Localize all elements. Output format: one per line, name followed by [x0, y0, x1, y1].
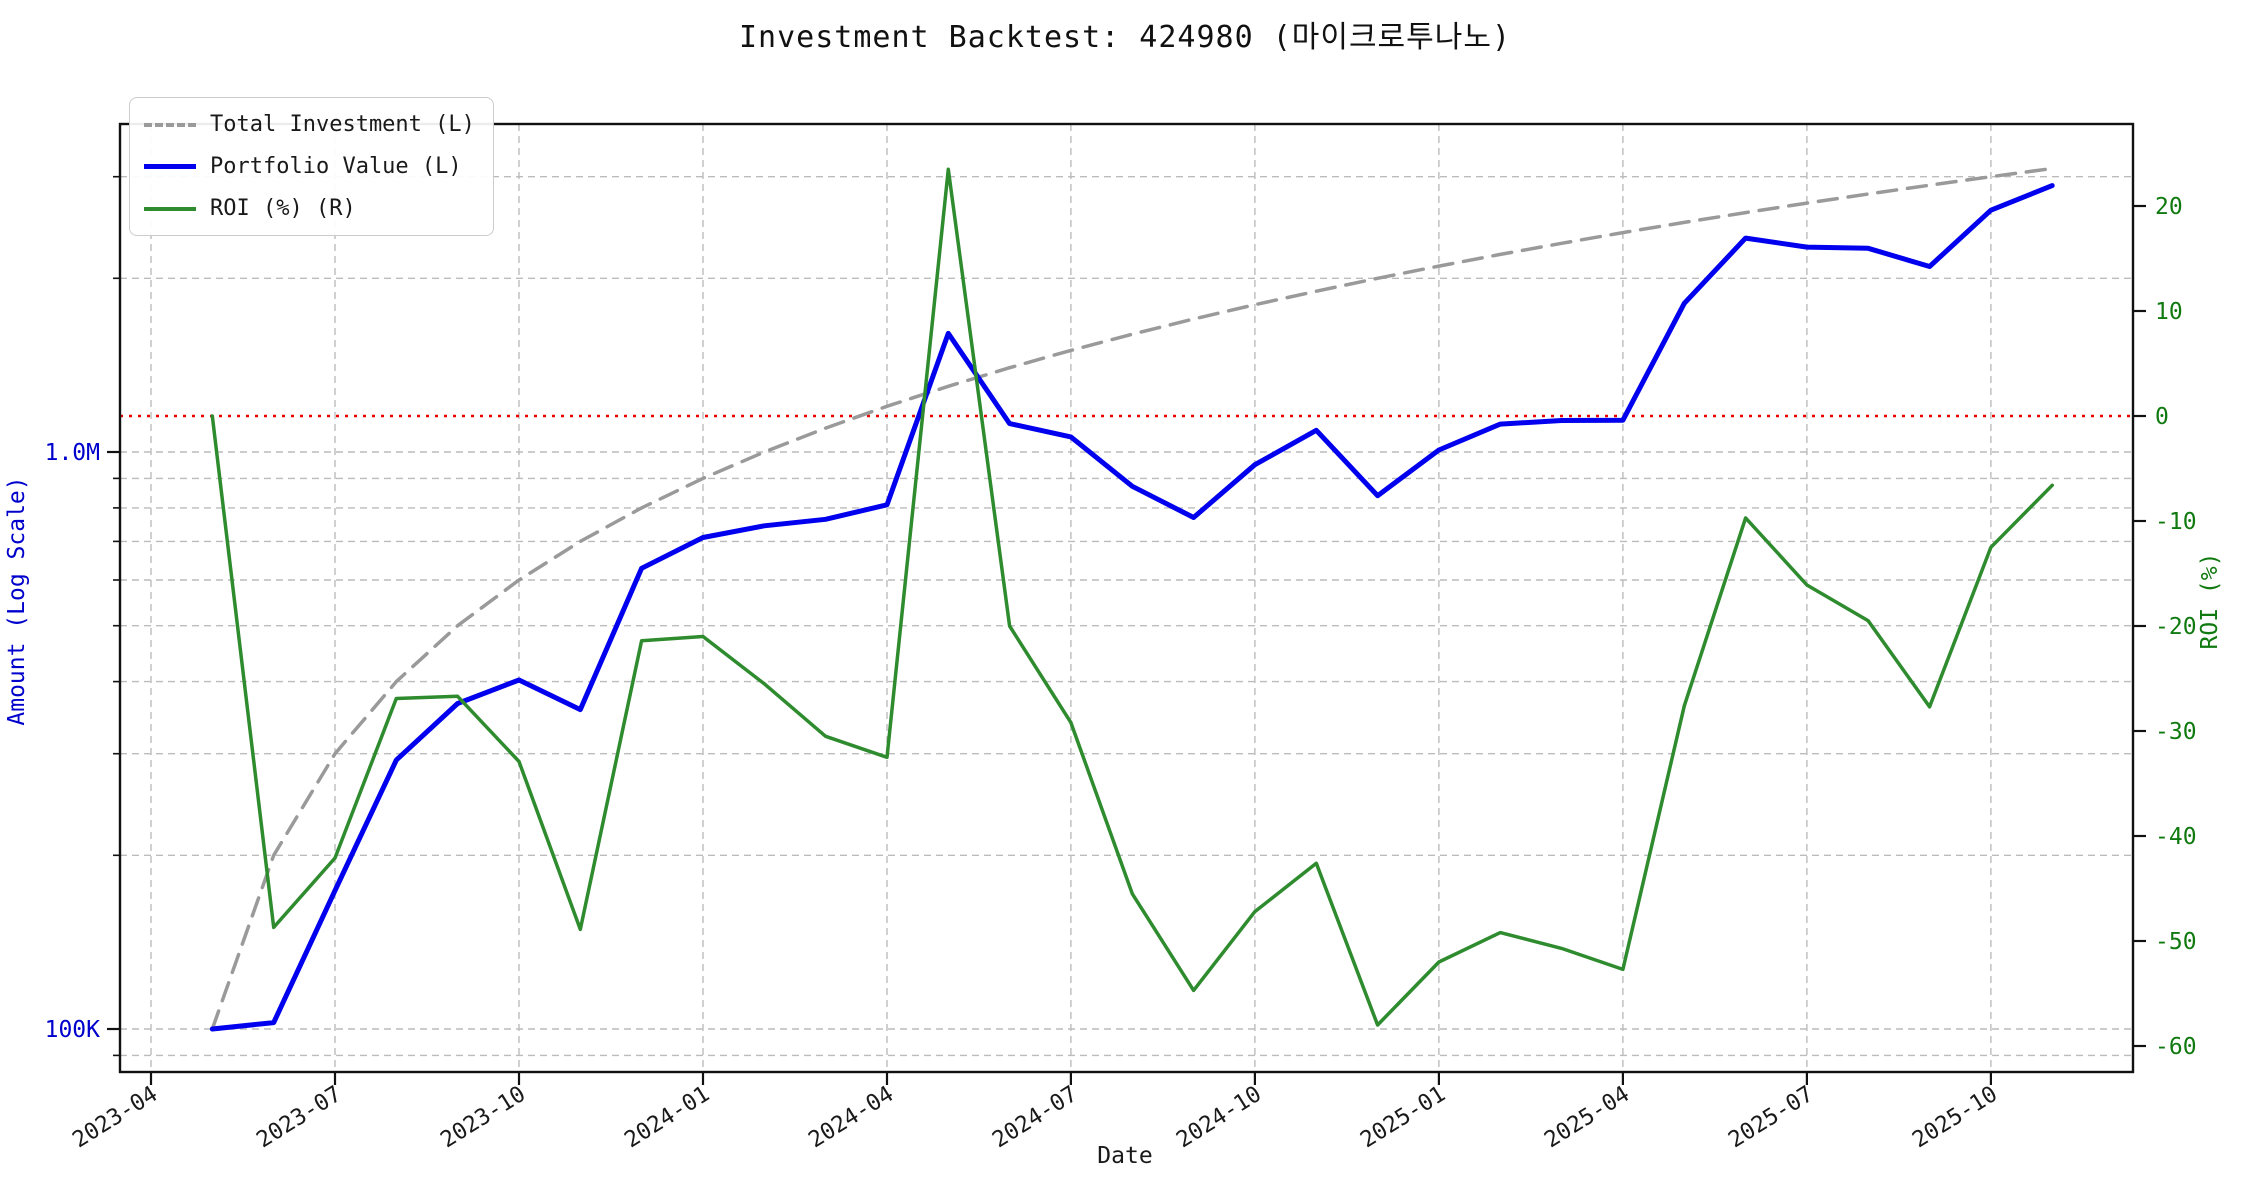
legend-item-roi: ROI (%) (R) — [144, 192, 475, 225]
total-investment-line — [210, 166, 2054, 1031]
right-tick-label: -20 — [2155, 614, 2197, 640]
right-tick-label: 10 — [2155, 299, 2183, 325]
right-tick-label: -40 — [2155, 824, 2197, 850]
right-tick-label: -10 — [2155, 509, 2197, 535]
left-tick-label: 1.0M — [45, 440, 100, 466]
roi-line — [210, 167, 2054, 1027]
dashed-line-sample-icon — [144, 122, 196, 127]
legend: Total Investment (L) Portfolio Value (L)… — [129, 97, 494, 236]
solid-line-sample-icon — [144, 164, 196, 169]
right-tick-label: 20 — [2155, 194, 2183, 220]
solid-line-sample-icon — [144, 206, 196, 211]
legend-label: Portfolio Value (L) — [210, 154, 462, 179]
portfolio-value-line — [209, 183, 2055, 1032]
legend-label: Total Investment (L) — [210, 112, 475, 137]
right-axis-label: ROI (%) — [2197, 552, 2223, 650]
right-tick-label: -60 — [2155, 1034, 2197, 1060]
legend-item-total-investment: Total Investment (L) — [144, 108, 475, 141]
x-axis-label: Date — [1097, 1143, 1153, 1169]
legend-item-portfolio-value: Portfolio Value (L) — [144, 150, 475, 183]
left-axis-label: Amount (Log Scale) — [4, 476, 30, 726]
right-tick-label: -50 — [2155, 929, 2197, 955]
legend-label: ROI (%) (R) — [210, 196, 356, 221]
right-tick-label: -30 — [2155, 719, 2197, 745]
plot-border — [118, 122, 2135, 1074]
right-tick-label: 0 — [2155, 404, 2169, 430]
left-tick-label: 100K — [45, 1017, 101, 1043]
chart-title: Investment Backtest: 424980 (마이크로투나노) — [738, 20, 1512, 55]
